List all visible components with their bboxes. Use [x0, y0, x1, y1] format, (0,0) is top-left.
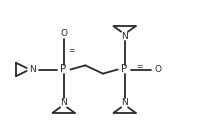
Text: =: = — [136, 62, 143, 71]
Text: O: O — [154, 65, 162, 74]
Text: P: P — [121, 64, 128, 75]
Text: N: N — [121, 98, 128, 107]
Text: O: O — [60, 29, 67, 38]
Text: P: P — [60, 64, 67, 75]
Text: N: N — [60, 98, 67, 107]
Text: N: N — [29, 65, 35, 74]
Text: N: N — [121, 32, 128, 41]
Text: =: = — [69, 46, 75, 55]
